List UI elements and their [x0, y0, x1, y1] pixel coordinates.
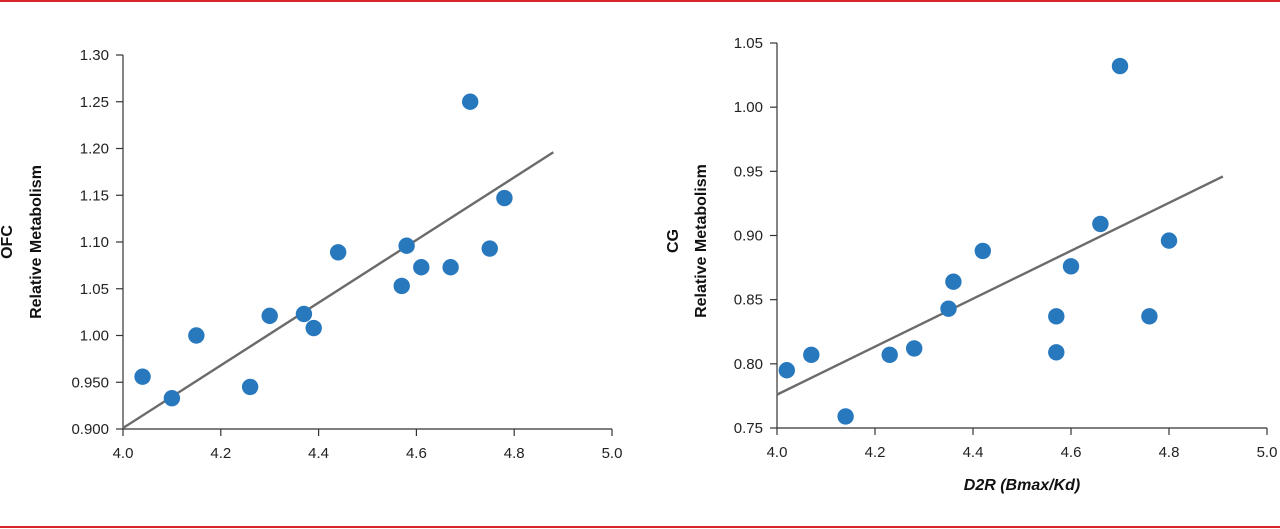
y-tick-label: 1.10: [80, 234, 109, 251]
data-point: [1048, 308, 1065, 325]
x-tick-label: 5.0: [602, 445, 623, 462]
x-tick-label: 4.4: [308, 445, 329, 462]
data-point: [163, 389, 181, 407]
y-tick-label: 0.80: [734, 356, 763, 373]
data-point: [1062, 258, 1080, 275]
y-tick-label: 0.950: [71, 374, 109, 391]
x-tick-label: 4.8: [504, 445, 525, 462]
x-tick-label: 4.6: [1061, 444, 1082, 461]
data-point: [974, 242, 991, 260]
y-tick-label: 1.30: [80, 47, 109, 64]
data-point: [1111, 57, 1129, 75]
chart-cg: 0.75 0.80 0.85 0.90 0.95 1.00 1.05 4.0 4.2 4.4 4.6…: [665, 35, 1277, 494]
data-point: [778, 362, 795, 379]
x-axis-title: D2R (Bmax/Kd): [964, 477, 1080, 494]
y-tick-label: 1.15: [80, 187, 109, 204]
y-tick-label: 0.90: [734, 228, 763, 245]
y-axis-subtitle: Relative Metabolism: [28, 165, 45, 319]
data-point: [188, 327, 205, 344]
y-tick-label: 1.00: [80, 328, 109, 345]
bottom-red-rule: [0, 526, 1280, 528]
data-point: [461, 93, 479, 110]
y-axis-subtitle: Relative Metabolism: [693, 164, 710, 318]
x-tick-label: 4.2: [210, 445, 231, 462]
chart-ofc: 0.900 0.950 1.00 1.05 1.10 1.15 1.20 1.25 1.30 4.…: [0, 47, 622, 462]
top-red-rule: [0, 0, 1280, 2]
y-tick-label: 1.00: [734, 99, 763, 116]
data-point: [305, 319, 322, 337]
y-tick-label: 1.05: [734, 35, 763, 52]
data-point: [329, 244, 347, 261]
y-tick-label: 1.20: [80, 141, 109, 158]
data-point: [906, 340, 923, 357]
data-point: [481, 240, 498, 257]
data-point: [881, 346, 898, 364]
data-point: [413, 259, 430, 276]
trend-line: [122, 151, 554, 430]
x-tick-label: 4.8: [1159, 444, 1180, 461]
data-point: [393, 277, 410, 295]
data-point: [1141, 308, 1158, 325]
data-point: [945, 273, 962, 290]
x-tick-label: 4.6: [406, 445, 427, 462]
data-point: [398, 237, 415, 254]
y-axis-title: CG: [665, 229, 682, 253]
data-point: [1092, 215, 1109, 233]
x-tick-label: 5.0: [1257, 444, 1278, 461]
data-point: [496, 189, 513, 207]
x-tick-label: 4.0: [113, 445, 134, 462]
y-tick-label: 0.95: [734, 163, 763, 180]
data-point: [803, 346, 820, 364]
data-point: [837, 408, 854, 425]
data-point: [261, 307, 278, 325]
y-axis-title: OFC: [0, 225, 16, 259]
x-tick-label: 4.4: [963, 444, 984, 461]
data-point: [442, 259, 459, 276]
trend-line: [776, 175, 1224, 396]
y-tick-label: 1.05: [80, 281, 109, 298]
y-tick-label: 1.25: [80, 94, 109, 111]
data-point: [241, 378, 259, 396]
data-point: [1160, 232, 1178, 249]
data-point: [134, 368, 151, 385]
x-tick-label: 4.2: [865, 444, 886, 461]
data-point: [940, 300, 957, 317]
y-tick-label: 0.75: [734, 420, 763, 437]
data-point: [295, 305, 313, 323]
x-tick-label: 4.0: [767, 444, 788, 461]
y-tick-label: 0.85: [734, 292, 763, 309]
data-point: [1048, 344, 1065, 361]
y-tick-label: 0.900: [71, 421, 109, 438]
